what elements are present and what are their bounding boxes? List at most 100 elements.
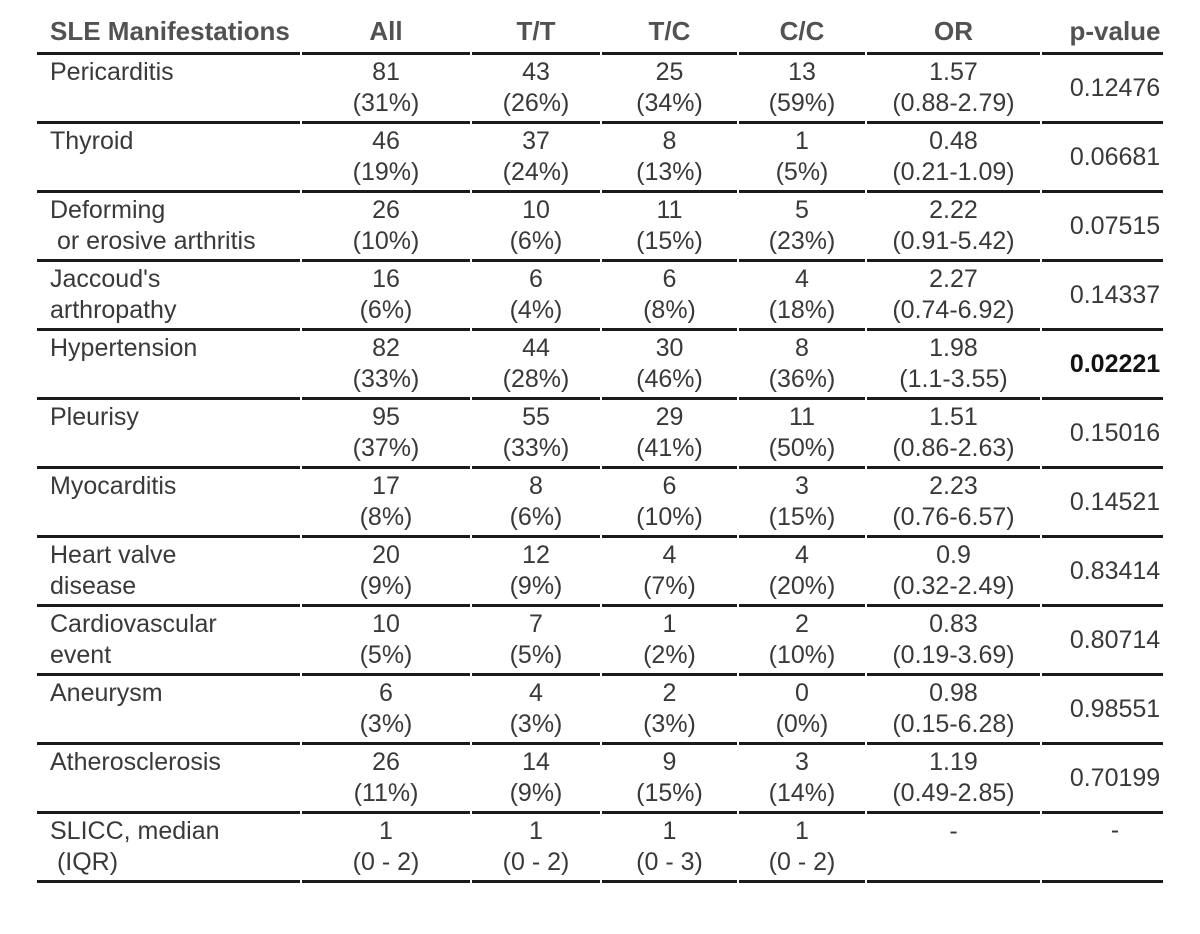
manifestation-name: Cardiovascular xyxy=(50,610,217,638)
all-cell: 26 (10%) xyxy=(302,193,470,262)
count-value: 1 xyxy=(379,817,393,845)
table-row: Jaccoud's arthropathy 16 (6%) 6 (4%) 6 (… xyxy=(37,262,1163,331)
or-value: 2.27 xyxy=(929,265,978,293)
p-value-cell: 0.14521 xyxy=(1042,469,1163,538)
p-value-wrap: - xyxy=(1042,816,1163,878)
count-value: 0 xyxy=(795,679,809,707)
percent-value: (26%) xyxy=(502,89,570,117)
percent-value: (2%) xyxy=(643,641,696,669)
table-row: Cardiovascular event 10 (5%) 7 (5%) 1 (2… xyxy=(37,607,1163,676)
or-cell: 0.98 (0.15-6.28) xyxy=(867,676,1040,745)
percent-value: (24%) xyxy=(502,158,570,186)
percent-value: (8%) xyxy=(359,503,413,531)
percent-value: (3%) xyxy=(359,710,413,738)
manifestation-name-line2: (IQR) xyxy=(50,848,119,876)
or-cell: 1.19 (0.49-2.85) xyxy=(867,745,1040,814)
or-cell: 0.48 (0.21-1.09) xyxy=(867,124,1040,193)
tc-cell: 6 (10%) xyxy=(602,469,737,538)
count-value: 20 xyxy=(372,541,400,569)
count-value: 4 xyxy=(662,541,677,569)
or-value: 1.51 xyxy=(929,403,978,431)
count-value: 8 xyxy=(795,334,809,362)
percent-value: (36%) xyxy=(768,365,836,393)
manifestation-name: Aneurysm xyxy=(50,679,163,707)
or-ci-value: (0.15-6.28) xyxy=(892,710,1015,738)
percent-value: (31%) xyxy=(352,89,420,117)
count-value: 9 xyxy=(662,748,677,776)
tt-cell: 7 (5%) xyxy=(472,607,600,676)
manifestation-name: Heart valve xyxy=(50,541,177,569)
percent-value: (20%) xyxy=(768,572,836,600)
p-value-cell: 0.70199 xyxy=(1042,745,1163,814)
tt-cell: 43 (26%) xyxy=(472,55,600,124)
table-body: Pericarditis 81 (31%) 43 (26%) 25 (34%) … xyxy=(37,55,1163,883)
manifestation-cell: Pleurisy xyxy=(37,400,300,469)
tc-cell: 2 (3%) xyxy=(602,676,737,745)
p-value: 0.83414 xyxy=(1069,556,1161,585)
count-value: 10 xyxy=(522,196,550,224)
all-cell: 46 (19%) xyxy=(302,124,470,193)
p-value-wrap: 0.07515 xyxy=(1042,195,1163,257)
or-cell: 1.98 (1.1-3.55) xyxy=(867,331,1040,400)
manifestation-name-line2 xyxy=(50,157,300,188)
count-value: 44 xyxy=(522,334,550,362)
manifestation-name: SLICC, median xyxy=(50,817,220,845)
tc-cell: 9 (15%) xyxy=(602,745,737,814)
p-value-cell: 0.14337 xyxy=(1042,262,1163,331)
p-value-wrap: 0.14521 xyxy=(1042,471,1163,533)
tt-cell: 55 (33%) xyxy=(472,400,600,469)
percent-value: (3%) xyxy=(643,710,696,738)
count-value: 5 xyxy=(795,196,809,224)
cc-cell: 1 (0 - 2) xyxy=(739,814,865,883)
percent-value: (5%) xyxy=(509,641,563,669)
manifestation-name-line2 xyxy=(50,709,300,740)
percent-value: (28%) xyxy=(502,365,570,393)
table-row: Hypertension 82 (33%) 44 (28%) 30 (46%) … xyxy=(37,331,1163,400)
percent-value: (6%) xyxy=(509,227,563,255)
manifestation-name-line2: arthropathy xyxy=(50,296,177,324)
header-sle-manifestations: SLE Manifestations xyxy=(37,13,300,55)
tt-cell: 10 (6%) xyxy=(472,193,600,262)
or-cell: 1.51 (0.86-2.63) xyxy=(867,400,1040,469)
tc-cell: 11 (15%) xyxy=(602,193,737,262)
manifestation-name-line2 xyxy=(50,88,300,119)
percent-value: (6%) xyxy=(359,296,413,324)
manifestation-cell: Thyroid xyxy=(37,124,300,193)
percent-value: (19%) xyxy=(352,158,420,186)
or-value: 1.57 xyxy=(929,58,978,86)
manifestation-name: Hypertension xyxy=(50,334,198,362)
all-cell: 20 (9%) xyxy=(302,538,470,607)
tt-cell: 14 (9%) xyxy=(472,745,600,814)
cc-cell: 13 (59%) xyxy=(739,55,865,124)
table-row: Pleurisy 95 (37%) 55 (33%) 29 (41%) 11 (… xyxy=(37,400,1163,469)
count-value: 1 xyxy=(529,817,543,845)
tt-cell: 6 (4%) xyxy=(472,262,600,331)
tc-cell: 6 (8%) xyxy=(602,262,737,331)
manifestation-cell: Jaccoud's arthropathy xyxy=(37,262,300,331)
manifestation-cell: Pericarditis xyxy=(37,55,300,124)
p-value: 0.70199 xyxy=(1069,763,1161,792)
count-value: 43 xyxy=(522,58,550,86)
or-value: 0.98 xyxy=(929,679,978,707)
percent-value: (9%) xyxy=(509,572,563,600)
p-value-cell: - xyxy=(1042,814,1163,883)
manifestation-cell: Hypertension xyxy=(37,331,300,400)
p-value: 0.02221 xyxy=(1069,349,1161,378)
or-ci-value: (1.1-3.55) xyxy=(899,365,1008,393)
count-value: 26 xyxy=(372,748,400,776)
tt-cell: 37 (24%) xyxy=(472,124,600,193)
table-row: Thyroid 46 (19%) 37 (24%) 8 (13%) 1 (5%)… xyxy=(37,124,1163,193)
p-value: 0.98551 xyxy=(1069,694,1161,723)
count-value: 4 xyxy=(795,541,809,569)
p-value-wrap: 0.02221 xyxy=(1042,333,1163,395)
table-header: SLE Manifestations All T/T T/C C/C OR p-… xyxy=(37,13,1163,55)
all-cell: 17 (8%) xyxy=(302,469,470,538)
tc-cell: 30 (46%) xyxy=(602,331,737,400)
count-value: 7 xyxy=(529,610,543,638)
or-ci-value: (0.19-3.69) xyxy=(892,641,1015,669)
count-value: 6 xyxy=(379,679,393,707)
percent-value: (5%) xyxy=(775,158,829,186)
count-value: 6 xyxy=(529,265,543,293)
cc-cell: 8 (36%) xyxy=(739,331,865,400)
count-value: 6 xyxy=(662,265,677,293)
